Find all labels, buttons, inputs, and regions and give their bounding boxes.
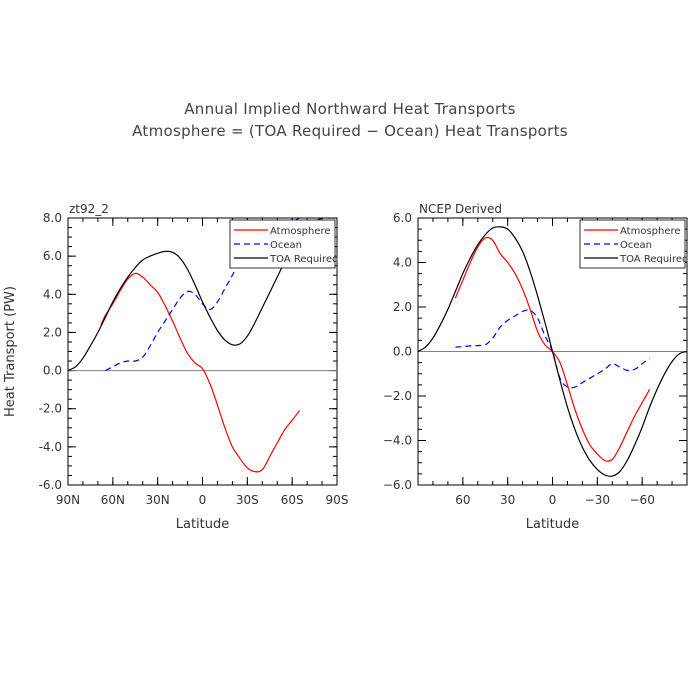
y-tick-label: 6.0 — [43, 249, 62, 263]
legend-label-atmosphere: Atmosphere — [620, 226, 681, 237]
x-tick-label: 30S — [236, 493, 259, 507]
y-tick-label: 4.0 — [393, 256, 412, 270]
x-tick-label: −60 — [630, 493, 655, 507]
x-tick-label: −30 — [585, 493, 610, 507]
series-line-ocean — [455, 309, 650, 389]
legend-label-ocean: Ocean — [620, 240, 652, 251]
y-tick-label: -4.0 — [39, 440, 62, 454]
y-tick-label: -2.0 — [39, 402, 62, 416]
y-tick-label: −6.0 — [383, 478, 412, 492]
y-tick-label: 0.0 — [43, 364, 62, 378]
legend-label-atmosphere: Atmosphere — [270, 226, 331, 237]
x-tick-label: 30N — [146, 493, 170, 507]
legend-label-toa-required: TOA Required — [619, 254, 688, 265]
x-tick-label: 60 — [455, 493, 470, 507]
x-tick-label: 90S — [326, 493, 349, 507]
legend: Atmosphere Ocean TOA Required — [229, 219, 338, 269]
y-tick-label: -6.0 — [39, 478, 62, 492]
legend-label-toa-required: TOA Required — [269, 254, 338, 265]
y-axis-label: Heat Transport (PW) — [3, 286, 18, 417]
chart-panel-2: 60 30 0 −30 −60 6.0 4.0 2.0 0.0 −2.0 −4.0 −6.0 Atmos… — [383, 202, 688, 532]
x-tick-label: 60S — [281, 493, 304, 507]
x-tick-label: 0 — [549, 493, 557, 507]
x-tick-label: 0 — [199, 493, 207, 507]
y-tick-label: 2.0 — [393, 300, 412, 314]
chart-panel-1: 90N 60N 30N 0 30S 60S 90S 8.0 6.0 4.0 2.0 0.0 -2.0 -4… — [3, 202, 348, 532]
y-tick-label: 8.0 — [43, 211, 62, 225]
x-tick-label: 60N — [101, 493, 125, 507]
x-axis-label: Latitude — [526, 517, 580, 532]
y-tick-label: 6.0 — [393, 211, 412, 225]
x-axis-label: Latitude — [176, 517, 230, 532]
legend: Atmosphere Ocean TOA Required — [579, 219, 688, 269]
y-tick-label: −2.0 — [383, 389, 412, 403]
y-tick-label: 2.0 — [43, 325, 62, 339]
chart-title-line-1: Annual Implied Northward Heat Transports — [184, 100, 516, 118]
series-line-toa-required — [418, 226, 687, 477]
legend-label-ocean: Ocean — [270, 240, 302, 251]
y-tick-label: 4.0 — [43, 287, 62, 301]
x-tick-label: 30 — [500, 493, 515, 507]
x-tick-label: 90N — [56, 493, 80, 507]
panel-label: zt92_2 — [69, 202, 109, 216]
chart-title-line-2: Atmosphere = (TOA Required − Ocean) Heat… — [132, 122, 568, 140]
y-tick-label: −4.0 — [383, 434, 412, 448]
series-line-atmosphere — [100, 272, 301, 473]
y-tick-label: 0.0 — [393, 345, 412, 359]
panel-label: NCEP Derived — [419, 202, 502, 216]
